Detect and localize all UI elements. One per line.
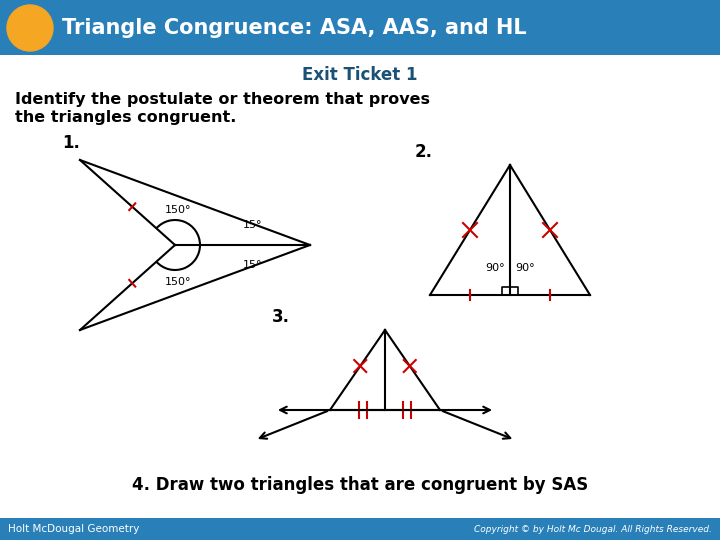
Text: 150°: 150° [165, 277, 192, 287]
Text: 15°: 15° [243, 260, 263, 270]
Text: 90°: 90° [485, 263, 505, 273]
Text: 3.: 3. [272, 308, 290, 326]
Bar [0, 518, 720, 540]
Text: 4. Draw two triangles that are congruent by SAS: 4. Draw two triangles that are congruent… [132, 476, 588, 494]
Text: the triangles congruent.: the triangles congruent. [15, 110, 236, 125]
Circle shape [7, 5, 53, 51]
Text: Identify the postulate or theorem that proves: Identify the postulate or theorem that p… [15, 92, 430, 107]
Text: 90°: 90° [515, 263, 535, 273]
Bar [0, 0, 720, 55]
Text: 1.: 1. [62, 134, 80, 152]
Text: Triangle Congruence: ASA, AAS, and HL: Triangle Congruence: ASA, AAS, and HL [62, 18, 526, 38]
Text: Copyright © by Holt Mc Dougal. All Rights Reserved.: Copyright © by Holt Mc Dougal. All Right… [474, 524, 712, 534]
Text: Holt McDougal Geometry: Holt McDougal Geometry [8, 524, 140, 534]
Text: 15°: 15° [243, 220, 263, 230]
Text: 2.: 2. [415, 143, 433, 161]
Text: 150°: 150° [165, 205, 192, 215]
Text: Exit Ticket 1: Exit Ticket 1 [302, 66, 418, 84]
